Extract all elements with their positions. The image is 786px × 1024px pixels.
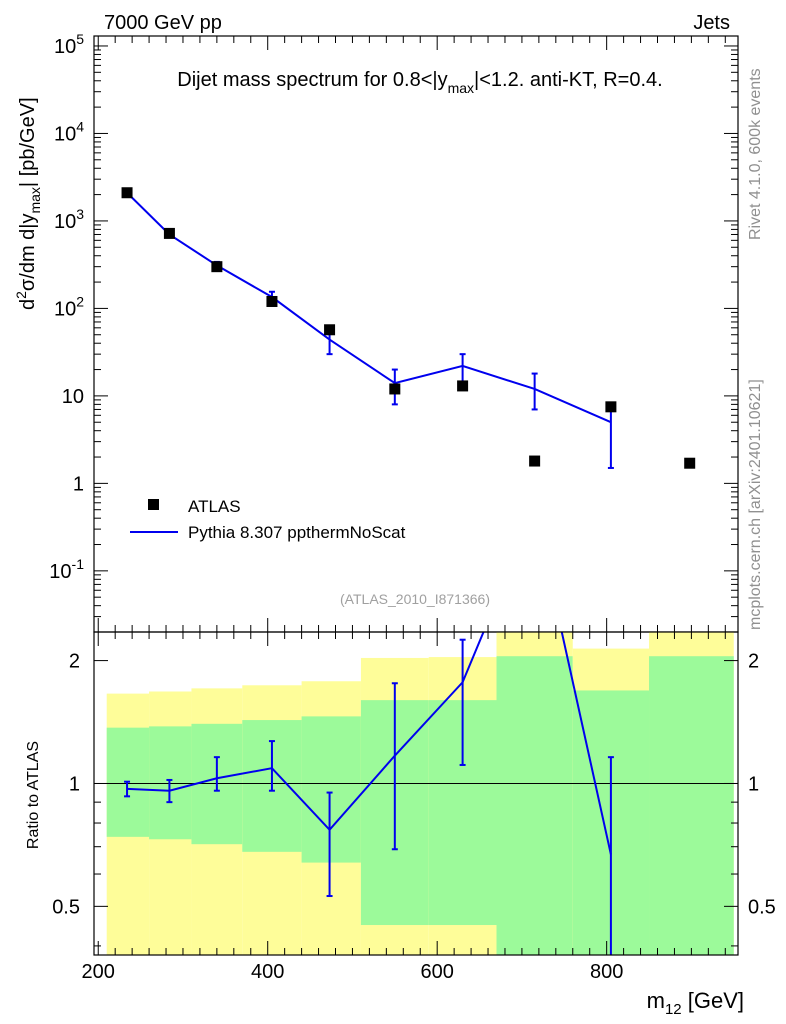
plot-title: Dijet mass spectrum for 0.8<|ymax|<1.2. … <box>177 69 662 96</box>
category-label: Jets <box>693 12 730 34</box>
main-frame <box>93 35 739 633</box>
atlas-data-point <box>266 295 278 307</box>
legend-atlas-label: ATLAS <box>188 497 241 516</box>
green-band-bin <box>649 656 734 955</box>
legend-mc-label: Pythia 8.307 ppthermNoScat <box>188 523 406 542</box>
mc-line <box>126 192 612 424</box>
atlas-data-point <box>324 324 336 336</box>
main-y-tick-label: 104 <box>54 118 84 145</box>
atlas-data-point <box>389 383 401 395</box>
green-band-bin <box>496 656 573 955</box>
atlas-data-point <box>529 455 541 467</box>
main-y-tick-label: 1 <box>73 473 84 495</box>
main-y-axis-label: d2σ/dm d|ymax| [pb/GeV] <box>13 97 43 310</box>
ratio-panel: 200 400 600 800 0.5 0.5 1 1 2 2 <box>52 631 776 983</box>
rivet-version-label: Rivet 4.1.0, 600k events <box>747 68 764 240</box>
main-y-tick-label: 10-1 <box>49 556 84 583</box>
main-y-tick-label: 103 <box>54 206 84 233</box>
main-y-tick-label: 102 <box>54 293 84 320</box>
x-tick-label: 400 <box>251 961 284 983</box>
ratio-y-tick-label-left: 0.5 <box>52 896 80 918</box>
green-band-bin <box>301 716 361 863</box>
ratio-y-tick-label-right: 0.5 <box>748 896 776 918</box>
ratio-series <box>124 632 614 955</box>
mcplots-source-label: mcplots.cern.ch [arXiv:2401.10621] <box>747 379 764 630</box>
legend: ATLAS Pythia 8.307 ppthermNoScat <box>130 497 406 542</box>
x-tick-label: 600 <box>420 961 453 983</box>
main-panel: 10-1 1 10 102 103 104 105 ATLAS Pythia 8.307 ppt… <box>49 31 739 633</box>
ratio-frame <box>93 631 739 956</box>
atlas-data-point <box>684 457 696 469</box>
energy-label: 7000 GeV pp <box>104 12 222 34</box>
atlas-data-point <box>457 380 469 392</box>
atlas-data-point <box>121 187 133 199</box>
atlas-data-point <box>163 227 175 239</box>
ratio-y-tick-label-right: 2 <box>748 651 759 673</box>
atlas-data-point <box>211 261 223 273</box>
x-axis-label: m12 [GeV] <box>647 988 744 1018</box>
ratio-y-axis-label: Ratio to ATLAS <box>25 741 42 849</box>
x-tick-label: 800 <box>590 961 623 983</box>
main-y-tick-label: 10 <box>62 386 84 408</box>
x-tick-label: 200 <box>82 961 115 983</box>
main-y-tick-label: 105 <box>54 31 84 58</box>
ratio-y-tick-label-right: 1 <box>748 773 759 795</box>
ratio-y-tick-label-left: 2 <box>69 651 80 673</box>
atlas-data-point <box>605 401 617 413</box>
analysis-id: (ATLAS_2010_I871366) <box>340 591 490 607</box>
legend-atlas-marker <box>148 499 159 510</box>
ratio-y-tick-label-left: 1 <box>69 773 80 795</box>
uncertainty-bands <box>106 632 734 955</box>
